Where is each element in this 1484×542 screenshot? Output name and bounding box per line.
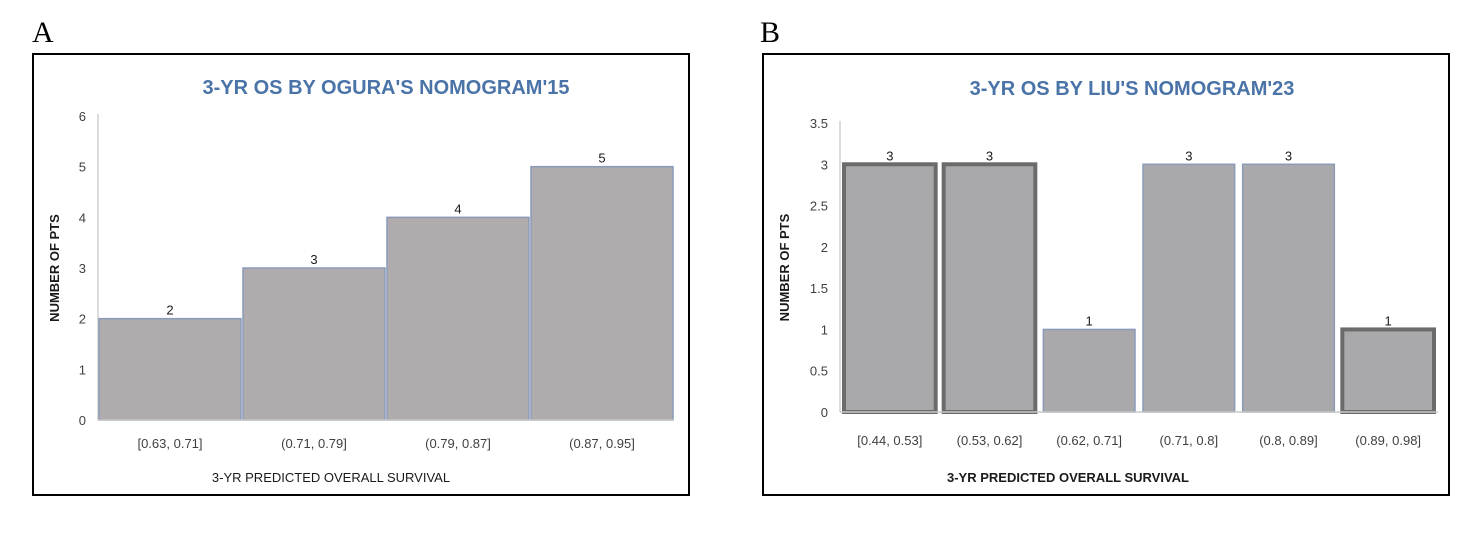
chart-b-data-label: 1 — [1385, 313, 1392, 328]
chart-b-y-tick-label: 2 — [821, 240, 828, 255]
chart-b-title: 3-YR OS BY LIU'S NOMOGRAM'23 — [970, 78, 1295, 100]
chart-a-category-label: (0.79, 0.87] — [425, 436, 491, 451]
chart-a-y-tick-label: 5 — [79, 160, 86, 175]
chart-a-y-tick-label: 4 — [79, 210, 86, 225]
chart-b-x-axis-title: 3-YR PREDICTED OVERALL SURVIVAL — [947, 470, 1189, 485]
chart-panel-a: 3-YR OS BY OGURA'S NOMOGRAM'15 0 1 2 3 4 5 6 2 [0… — [32, 53, 690, 496]
chart-b-bar — [1042, 328, 1136, 413]
chart-a-bar — [98, 317, 242, 421]
chart-b-bar — [941, 162, 1038, 414]
chart-b-data-label: 3 — [1285, 148, 1292, 163]
chart-b-y-tick-label: 0 — [821, 405, 828, 420]
chart-b-data-label: 3 — [1185, 148, 1192, 163]
chart-a-x-axis-title: 3-YR PREDICTED OVERALL SURVIVAL — [212, 470, 450, 485]
chart-a-data-label: 2 — [166, 303, 173, 318]
chart-b-y-tick-label: 1 — [821, 322, 828, 337]
panel-letter-b: B — [760, 16, 781, 49]
chart-b-bar — [842, 162, 938, 414]
chart-b-bar — [1142, 163, 1236, 413]
chart-b-category-label: (0.53, 0.62] — [957, 433, 1023, 448]
chart-a-y-axis-title: NUMBER OF PTS — [47, 214, 62, 322]
chart-a-svg: 3-YR OS BY OGURA'S NOMOGRAM'15 0 1 2 3 4 5 6 2 [0… — [47, 77, 674, 485]
chart-b-category-label: (0.62, 0.71] — [1056, 433, 1122, 448]
chart-b-data-label: 3 — [886, 148, 893, 163]
chart-b-category-label: [0.44, 0.53] — [857, 433, 922, 448]
chart-a-title: 3-YR OS BY OGURA'S NOMOGRAM'15 — [203, 77, 570, 99]
chart-b-bar — [1241, 163, 1336, 413]
chart-b-category-label: (0.8, 0.89] — [1259, 433, 1318, 448]
chart-b-y-tick-label: 1.5 — [810, 281, 828, 296]
chart-a-y-tick-label: 1 — [79, 362, 86, 377]
chart-b-bar — [1340, 327, 1436, 414]
chart-panel-b: 3-YR OS BY LIU'S NOMOGRAM'23 0 0.5 1 1.5 2 2.5… — [762, 53, 1450, 496]
chart-b-category-label: (0.71, 0.8] — [1160, 433, 1219, 448]
chart-a-category-label: [0.63, 0.71] — [137, 436, 202, 451]
chart-b-y-axis-title: NUMBER OF PTS — [777, 213, 792, 321]
chart-a-bar — [242, 267, 386, 421]
chart-a-y-tick-label: 3 — [79, 261, 86, 276]
chart-a-y-tick-label: 2 — [79, 312, 86, 327]
chart-b-svg: 3-YR OS BY LIU'S NOMOGRAM'23 0 0.5 1 1.5 2 2.5… — [777, 78, 1438, 485]
chart-b-y-tick-label: 3 — [821, 157, 828, 172]
chart-a-bar — [530, 165, 674, 421]
chart-a-data-label: 3 — [310, 252, 317, 267]
chart-b-data-label: 3 — [986, 148, 993, 163]
chart-a-category-label: (0.87, 0.95] — [569, 436, 635, 451]
chart-b-y-tick-label: 3.5 — [810, 116, 828, 131]
chart-b-y-tick-label: 0.5 — [810, 364, 828, 379]
chart-a-data-label: 5 — [598, 151, 605, 166]
chart-a-y-tick-label: 0 — [79, 413, 86, 428]
chart-a-category-label: (0.71, 0.79] — [281, 436, 347, 451]
panel-letter-a: A — [32, 16, 54, 49]
chart-b-y-tick-label: 2.5 — [810, 199, 828, 214]
chart-b-category-label: (0.89, 0.98] — [1355, 433, 1421, 448]
chart-a-bar — [386, 216, 530, 421]
chart-a-y-tick-label: 6 — [79, 109, 86, 124]
chart-b-data-label: 1 — [1086, 313, 1093, 328]
chart-a-data-label: 4 — [454, 201, 461, 216]
